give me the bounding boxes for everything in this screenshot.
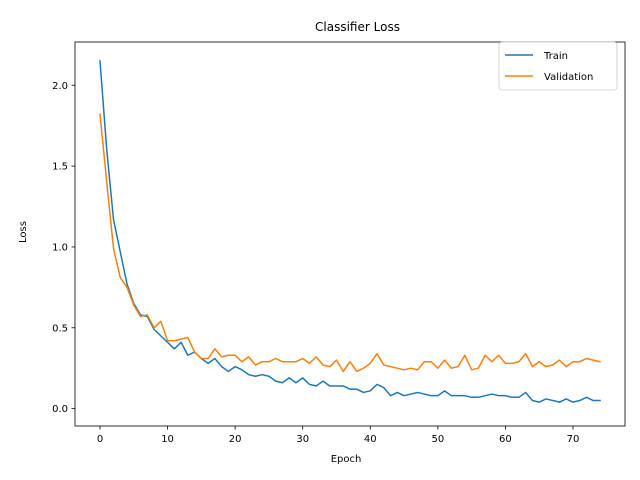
series-line-validation <box>99 113 601 373</box>
x-tick-label: 40 <box>364 434 377 445</box>
series-line-train <box>99 60 601 403</box>
y-axis-label: Loss <box>18 221 29 243</box>
legend-box <box>498 41 618 91</box>
legend-label-train: Train <box>543 51 568 62</box>
x-tick-label: 50 <box>431 434 444 445</box>
y-tick-label: 0.0 <box>52 404 68 415</box>
y-tick-label: 0.5 <box>52 323 68 334</box>
x-tick-label: 20 <box>229 434 242 445</box>
series-layer <box>99 60 601 403</box>
y-tick-label: 1.0 <box>52 242 68 253</box>
y-tick-label: 2.0 <box>52 81 68 92</box>
x-tick-label: 10 <box>161 434 174 445</box>
legend-label-validation: Validation <box>544 72 593 83</box>
ticks-layer: 0 10 20 30 40 50 60 70 0.0 0.5 1.0 1.5 2.0 <box>52 81 579 445</box>
y-tick-label: 1.5 <box>52 162 68 173</box>
x-tick-label: 0 <box>97 434 103 445</box>
x-tick-label: 30 <box>296 434 309 445</box>
x-tick-label: 70 <box>567 434 580 445</box>
x-tick-label: 60 <box>499 434 512 445</box>
chart-title: Classifier Loss <box>315 20 400 34</box>
plot-frame <box>74 41 626 427</box>
x-axis-label: Epoch <box>331 454 362 465</box>
legend: Train Validation <box>498 41 618 91</box>
